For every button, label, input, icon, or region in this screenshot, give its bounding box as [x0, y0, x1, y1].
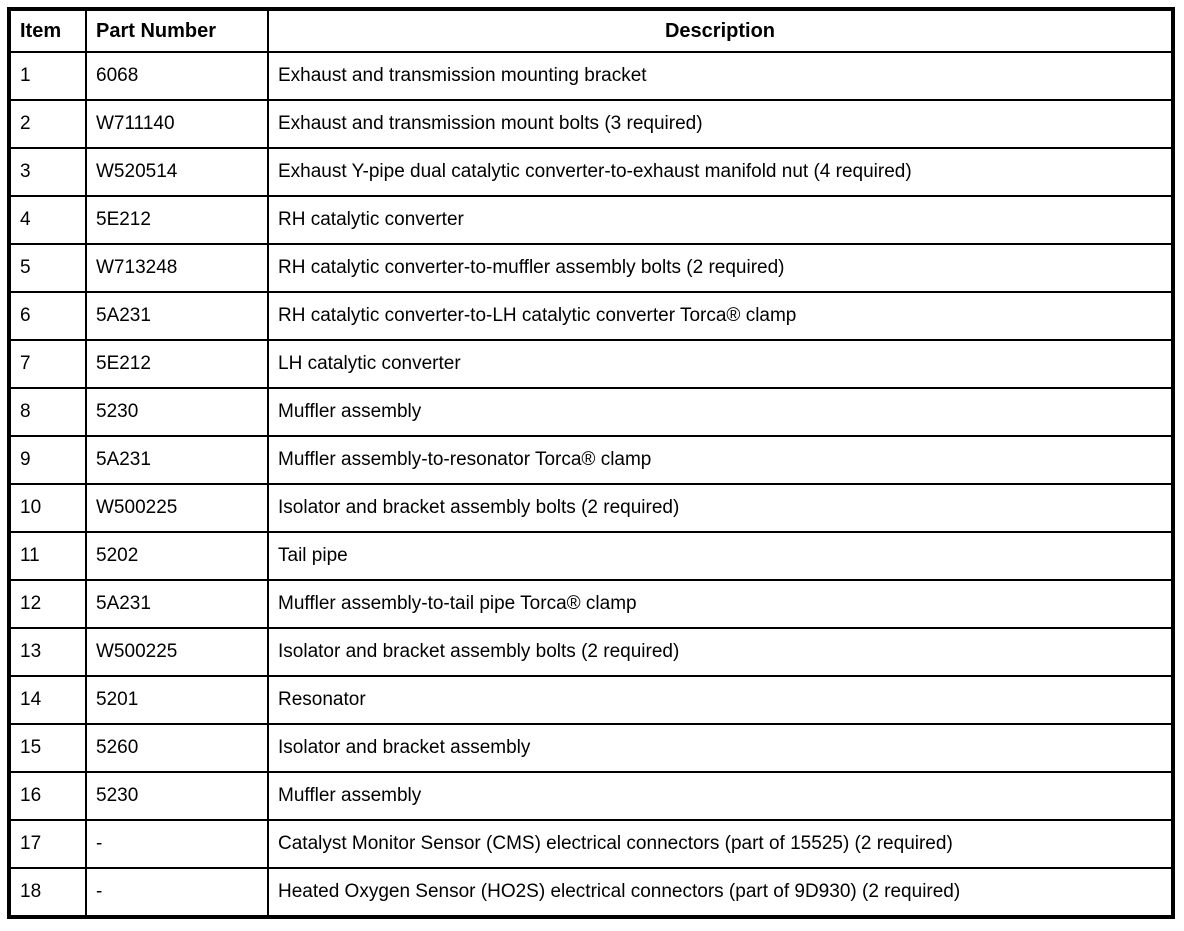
header-description: Description [267, 8, 1174, 53]
table-row: 6 5A231 RH catalytic converter-to-LH catal… [8, 291, 1174, 341]
item-cell: 12 [8, 579, 87, 629]
item-cell: 13 [8, 627, 87, 677]
description-cell: Exhaust and transmission mount bolts (3 … [267, 99, 1174, 149]
part-number-cell: 5230 [85, 771, 269, 821]
table-row: 9 5A231 Muffler assembly-to-resonator Torc… [8, 435, 1174, 485]
item-cell: 7 [8, 339, 87, 389]
description-cell: RH catalytic converter-to-muffler assemb… [267, 243, 1174, 293]
part-number-cell: 5A231 [85, 435, 269, 485]
item-cell: 15 [8, 723, 87, 773]
item-cell: 1 [8, 51, 87, 101]
table-row: 14 5201 Resonator [8, 675, 1174, 725]
part-number-cell: 5E212 [85, 339, 269, 389]
description-cell: Exhaust Y-pipe dual catalytic converter-… [267, 147, 1174, 197]
table-row: 1 6068 Exhaust and transmission mounting b… [8, 51, 1174, 101]
description-cell: RH catalytic converter-to-LH catalytic c… [267, 291, 1174, 341]
item-cell: 4 [8, 195, 87, 245]
part-number-cell: W500225 [85, 627, 269, 677]
table-row: 5 W713248 RH catalytic converter-to-muffle… [8, 243, 1174, 293]
part-number-cell: 5A231 [85, 291, 269, 341]
item-cell: 6 [8, 291, 87, 341]
description-cell: Muffler assembly [267, 387, 1174, 437]
item-cell: 10 [8, 483, 87, 533]
item-cell: 14 [8, 675, 87, 725]
table-row: 16 5230 Muffler assembly [8, 771, 1174, 821]
item-cell: 11 [8, 531, 87, 581]
description-cell: LH catalytic converter [267, 339, 1174, 389]
item-cell: 9 [8, 435, 87, 485]
description-cell: Isolator and bracket assembly bolts (2 r… [267, 627, 1174, 677]
part-number-cell: - [85, 867, 269, 918]
part-number-cell: W711140 [85, 99, 269, 149]
description-cell: RH catalytic converter [267, 195, 1174, 245]
header-part-number: Part Number [85, 8, 269, 53]
part-number-cell: 5201 [85, 675, 269, 725]
table-body: 1 6068 Exhaust and transmission mounting b… [8, 51, 1174, 918]
item-cell: 17 [8, 819, 87, 869]
table-row: 4 5E212 RH catalytic converter [8, 195, 1174, 245]
part-number-cell: 5230 [85, 387, 269, 437]
table-row: 18- Heated Oxygen Sensor (HO2S) electrica… [8, 867, 1174, 918]
description-cell: Isolator and bracket assembly bolts (2 r… [267, 483, 1174, 533]
item-cell: 2 [8, 99, 87, 149]
table-row: 13 W500225 Isolator and bracket assembly b… [8, 627, 1174, 677]
part-number-cell: W500225 [85, 483, 269, 533]
table-row: 15 5260 Isolator and bracket assembly [8, 723, 1174, 773]
table-row: 7 5E212 LH catalytic converter [8, 339, 1174, 389]
table-row: 12 5A231 Muffler assembly-to-tail pipe Tor… [8, 579, 1174, 629]
part-number-cell: 6068 [85, 51, 269, 101]
part-number-cell: 5202 [85, 531, 269, 581]
table-row: 3 W520514 Exhaust Y-pipe dual catalytic co… [8, 147, 1174, 197]
description-cell: Tail pipe [267, 531, 1174, 581]
table-row: 17- Catalyst Monitor Sensor (CMS) electri… [8, 819, 1174, 869]
description-cell: Catalyst Monitor Sensor (CMS) electrical… [267, 819, 1174, 869]
description-cell: Resonator [267, 675, 1174, 725]
part-number-cell: 5E212 [85, 195, 269, 245]
header-row: Item Part Number Description [8, 8, 1174, 53]
part-number-cell: 5A231 [85, 579, 269, 629]
description-cell: Muffler assembly-to-resonator Torca® cla… [267, 435, 1174, 485]
table-row: 8 5230 Muffler assembly [8, 387, 1174, 437]
item-cell: 5 [8, 243, 87, 293]
description-cell: Exhaust and transmission mounting bracke… [267, 51, 1174, 101]
description-cell: Muffler assembly-to-tail pipe Torca® cla… [267, 579, 1174, 629]
description-cell: Muffler assembly [267, 771, 1174, 821]
part-number-cell: - [85, 819, 269, 869]
description-cell: Isolator and bracket assembly [267, 723, 1174, 773]
item-cell: 16 [8, 771, 87, 821]
table-row: 2 W711140 Exhaust and transmission mount b… [8, 99, 1174, 149]
item-cell: 18 [8, 867, 87, 918]
part-number-cell: W520514 [85, 147, 269, 197]
part-number-cell: W713248 [85, 243, 269, 293]
parts-table: Item Part Number Description 1 6068 Exhaus… [7, 7, 1175, 919]
part-number-cell: 5260 [85, 723, 269, 773]
header-item: Item [8, 8, 87, 53]
table-row: 11 5202 Tail pipe [8, 531, 1174, 581]
table-row: 10 W500225 Isolator and bracket assembly b… [8, 483, 1174, 533]
item-cell: 8 [8, 387, 87, 437]
item-cell: 3 [8, 147, 87, 197]
description-cell: Heated Oxygen Sensor (HO2S) electrical c… [267, 867, 1174, 918]
